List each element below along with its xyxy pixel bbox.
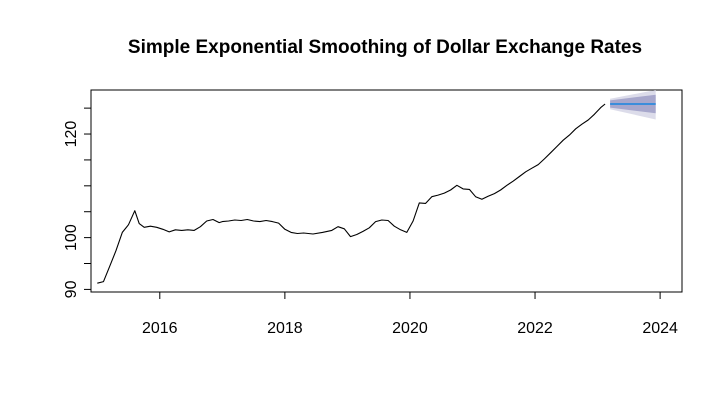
x-tick-label: 2020: [392, 320, 428, 337]
x-tick-label: 2016: [142, 320, 178, 337]
y-tick-label: 100: [63, 224, 80, 251]
y-tick-label: 90: [63, 280, 80, 298]
observed-line: [97, 103, 606, 284]
series-lines: [97, 103, 656, 284]
x-tick-label: 2022: [517, 320, 553, 337]
plot-frame: [90, 89, 683, 293]
x-axis: 2016 2018 2020 2022 2024: [142, 291, 678, 337]
y-axis: 90 100 120: [63, 107, 92, 298]
chart-title: Simple Exponential Smoothing of Dollar E…: [128, 37, 642, 58]
x-tick-label: 2024: [642, 320, 678, 337]
y-tick-label: 120: [63, 121, 80, 148]
x-tick-label: 2018: [267, 320, 303, 337]
